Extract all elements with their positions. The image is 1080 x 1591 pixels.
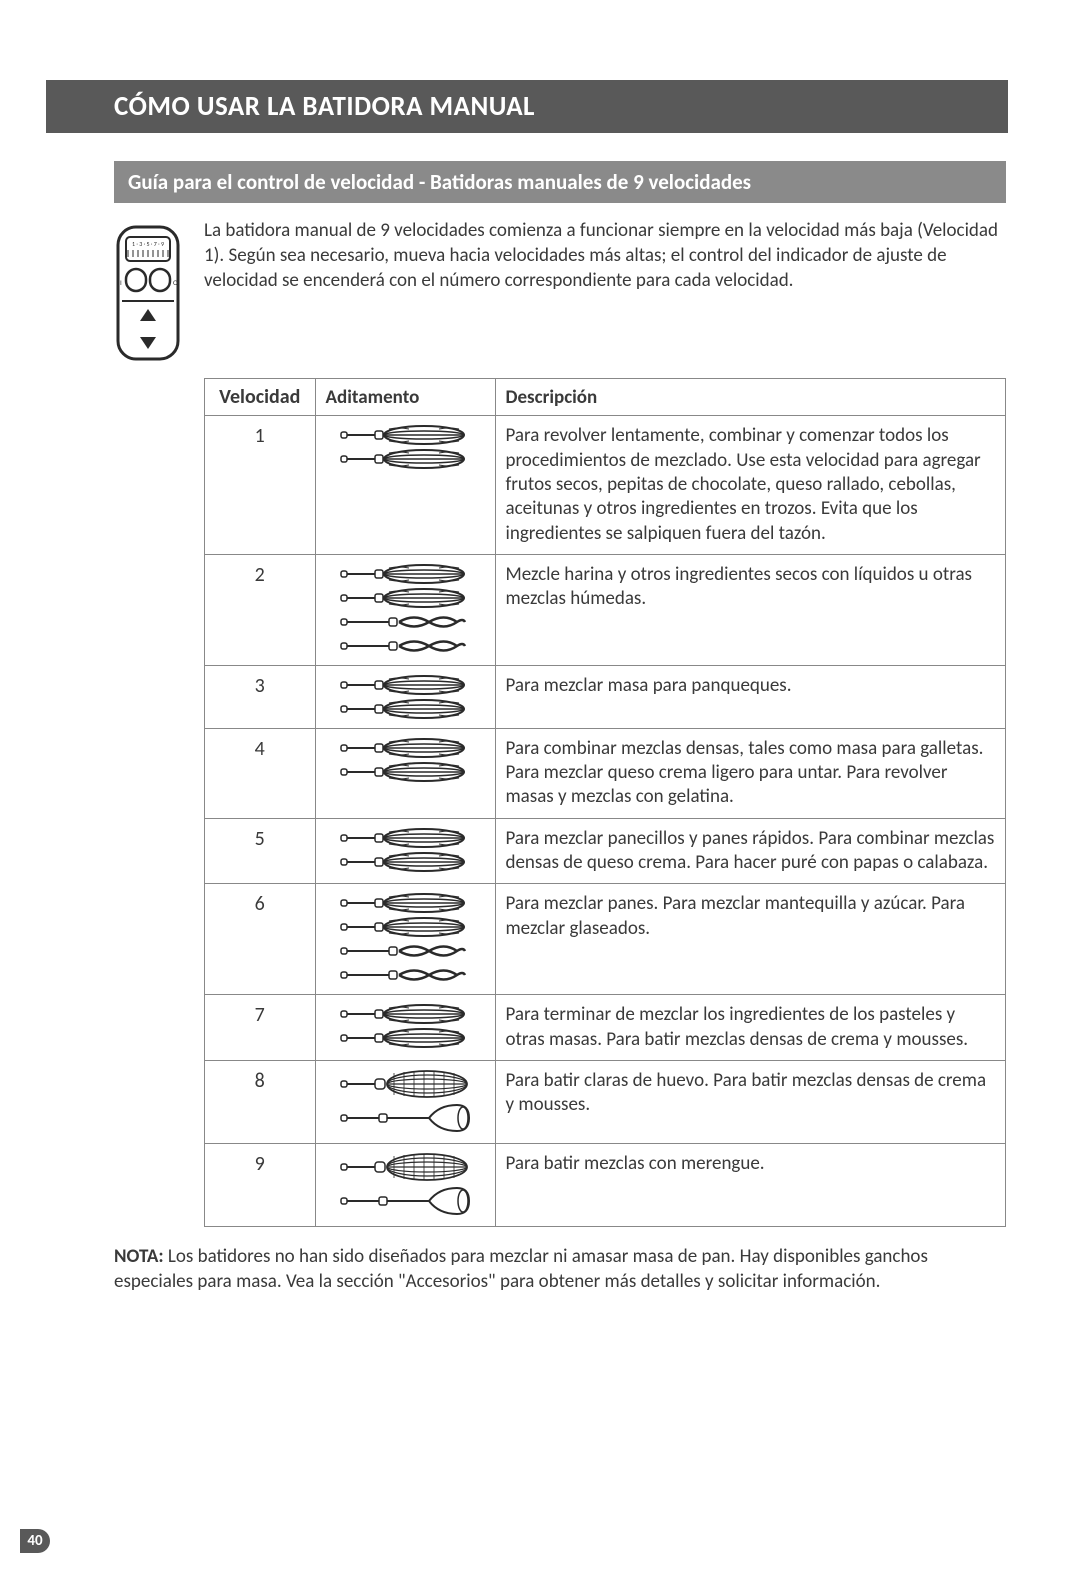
description-cell: Para mezclar panecillos y panes rápidos.…	[495, 818, 1005, 884]
turbo-beater-icon	[330, 916, 480, 938]
speed-cell: 2	[205, 554, 315, 665]
svg-text:I: I	[120, 278, 122, 287]
attachment-cell	[315, 665, 495, 728]
turbo-beater-icon	[330, 448, 480, 470]
table-row: 5 Para mezclar panecillos y panes rápidos…	[205, 818, 1005, 884]
dough-hook-icon	[330, 964, 480, 986]
table-row: 9 Para batir mezclas con merengue.	[205, 1144, 1005, 1227]
description-cell: Para mezclar masa para panqueques.	[495, 665, 1005, 728]
manual-page: CÓMO USAR LA BATIDORA MANUAL Guía para e…	[0, 0, 1080, 1294]
turbo-beater-icon	[330, 563, 480, 585]
dough-hook-icon	[330, 611, 480, 633]
table-row: 3 Para mezclar masa para panqueques.	[205, 665, 1005, 728]
section-title: CÓMO USAR LA BATIDORA MANUAL	[46, 80, 1008, 133]
attachment-cell	[315, 1061, 495, 1144]
page-number-badge: 40	[20, 1529, 50, 1553]
speed-cell: 5	[205, 818, 315, 884]
description-cell: Para mezclar panes. Para mezclar mantequ…	[495, 884, 1005, 995]
table-header-row: Velocidad Aditamento Descripción	[205, 379, 1005, 416]
svg-text:O: O	[173, 278, 178, 287]
speed-cell: 9	[205, 1144, 315, 1227]
description-cell: Para terminar de mezclar los ingrediente…	[495, 995, 1005, 1061]
section-subtitle: Guía para el control de velocidad - Bati…	[114, 161, 1006, 203]
table-row: 2 Mezcle harina y otros ingredientes seco…	[205, 554, 1005, 665]
table-row: 7 Para terminar de mezclar los ingredient…	[205, 995, 1005, 1061]
note-text: Los batidores no han sido diseñados para…	[114, 1245, 928, 1293]
dough-hook-icon	[330, 940, 480, 962]
speed-control-icon: 1 · 3 · 5 · 7 · 9 I O	[114, 219, 184, 368]
description-cell: Mezcle harina y otros ingredientes secos…	[495, 554, 1005, 665]
attachment-cell	[315, 884, 495, 995]
speed-cell: 8	[205, 1061, 315, 1144]
table-row: 4 Para combinar mezclas densas, tales com…	[205, 728, 1005, 818]
note-block: NOTA: Los batidores no han sido diseñado…	[114, 1245, 1006, 1294]
turbo-beater-icon	[330, 587, 480, 609]
turbo-beater-icon	[330, 1027, 480, 1049]
header-description: Descripción	[495, 379, 1005, 416]
turbo-beater-icon	[330, 698, 480, 720]
dough-hook-icon	[330, 635, 480, 657]
intro-block: 1 · 3 · 5 · 7 · 9 I O La batidora manual…	[114, 219, 1006, 368]
blending-rod-icon	[330, 1186, 480, 1218]
attachment-cell	[315, 1144, 495, 1227]
wire-whisk-icon	[330, 1152, 480, 1184]
table-row: 1 Para revolver lentamente, combinar y co…	[205, 416, 1005, 555]
wire-whisk-icon	[330, 1069, 480, 1101]
turbo-beater-icon	[330, 1003, 480, 1025]
turbo-beater-icon	[330, 892, 480, 914]
speed-cell: 7	[205, 995, 315, 1061]
table-row: 8 Para batir claras de huevo. Para batir …	[205, 1061, 1005, 1144]
header-speed: Velocidad	[205, 379, 315, 416]
header-attachment: Aditamento	[315, 379, 495, 416]
speed-cell: 6	[205, 884, 315, 995]
attachment-cell	[315, 818, 495, 884]
table-row: 6 Para mezclar panes. Para mezclar manteq…	[205, 884, 1005, 995]
description-cell: Para combinar mezclas densas, tales como…	[495, 728, 1005, 818]
description-cell: Para batir claras de huevo. Para batir m…	[495, 1061, 1005, 1144]
turbo-beater-icon	[330, 851, 480, 873]
speed-cell: 3	[205, 665, 315, 728]
turbo-beater-icon	[330, 737, 480, 759]
description-cell: Para batir mezclas con merengue.	[495, 1144, 1005, 1227]
turbo-beater-icon	[330, 761, 480, 783]
display-labels: 1 · 3 · 5 · 7 · 9	[132, 240, 164, 248]
attachment-cell	[315, 416, 495, 555]
turbo-beater-icon	[330, 424, 480, 446]
turbo-beater-icon	[330, 827, 480, 849]
attachment-cell	[315, 728, 495, 818]
intro-text: La batidora manual de 9 velocidades comi…	[204, 219, 1006, 368]
speed-cell: 1	[205, 416, 315, 555]
attachment-cell	[315, 554, 495, 665]
description-cell: Para revolver lentamente, combinar y com…	[495, 416, 1005, 555]
turbo-beater-icon	[330, 674, 480, 696]
speed-cell: 4	[205, 728, 315, 818]
note-label: NOTA:	[114, 1245, 164, 1268]
attachment-cell	[315, 995, 495, 1061]
blending-rod-icon	[330, 1103, 480, 1135]
speed-table: Velocidad Aditamento Descripción 1 Para r…	[204, 378, 1006, 1227]
